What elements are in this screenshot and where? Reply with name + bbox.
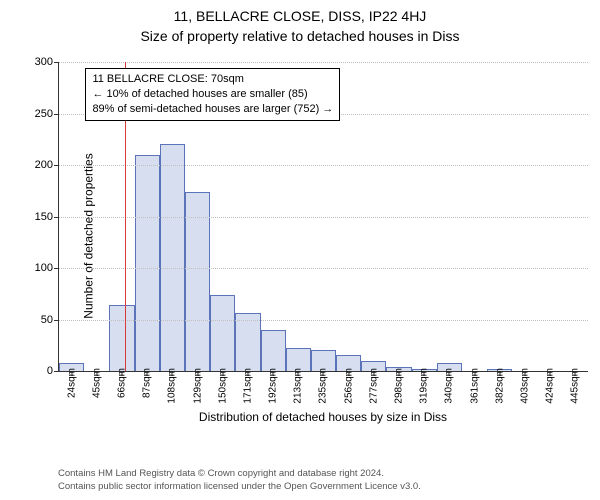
y-tick-mark <box>54 217 59 218</box>
y-tick-mark <box>54 320 59 321</box>
x-tick-label: 403sqm <box>519 368 530 404</box>
x-tick-label: 24sqm <box>66 368 77 398</box>
bar <box>185 192 210 371</box>
annotation-line1: 11 BELLACRE CLOSE: 70sqm <box>92 72 333 87</box>
bar <box>135 155 160 371</box>
gridline <box>59 217 588 218</box>
footer: Contains HM Land Registry data © Crown c… <box>58 468 588 494</box>
footer-line2: Contains public sector information licen… <box>58 481 588 494</box>
x-tick-label: 424sqm <box>545 368 556 404</box>
y-tick-mark <box>54 114 59 115</box>
x-tick-label: 129sqm <box>192 368 203 404</box>
chart-area: Number of detached properties 11 BELLACR… <box>0 46 600 426</box>
title-sub: Size of property relative to detached ho… <box>0 24 600 46</box>
y-tick-label: 50 <box>25 314 53 326</box>
footer-line1: Contains HM Land Registry data © Crown c… <box>58 468 588 481</box>
annotation-box: 11 BELLACRE CLOSE: 70sqm ← 10% of detach… <box>85 68 340 121</box>
gridline <box>59 165 588 166</box>
x-tick-label: 150sqm <box>217 368 228 404</box>
x-tick-label: 235sqm <box>318 368 329 404</box>
annotation-line2: ← 10% of detached houses are smaller (85… <box>92 87 333 102</box>
y-tick-label: 250 <box>25 108 53 120</box>
x-tick-label: 45sqm <box>91 368 102 398</box>
y-tick-label: 200 <box>25 159 53 171</box>
gridline <box>59 320 588 321</box>
x-tick-label: 66sqm <box>116 368 127 398</box>
y-tick-mark <box>54 268 59 269</box>
y-tick-mark <box>54 165 59 166</box>
x-tick-label: 382sqm <box>494 368 505 404</box>
title-main: 11, BELLACRE CLOSE, DISS, IP22 4HJ <box>0 0 600 24</box>
x-tick-label: 87sqm <box>142 368 153 398</box>
bar <box>160 144 185 371</box>
y-tick-label: 300 <box>25 56 53 68</box>
gridline <box>59 268 588 269</box>
bar <box>210 295 235 371</box>
bar <box>109 305 134 371</box>
x-tick-label: 445sqm <box>570 368 581 404</box>
x-axis-label: Distribution of detached houses by size … <box>58 406 588 424</box>
bar <box>235 313 260 371</box>
gridline <box>59 62 588 63</box>
x-tick-label: 256sqm <box>343 368 354 404</box>
x-tick-label: 361sqm <box>469 368 480 404</box>
bar <box>261 330 286 371</box>
y-tick-label: 0 <box>25 365 53 377</box>
plot-region: 11 BELLACRE CLOSE: 70sqm ← 10% of detach… <box>58 62 588 372</box>
annotation-line3: 89% of semi-detached houses are larger (… <box>92 102 333 117</box>
x-tick-label: 340sqm <box>444 368 455 404</box>
x-tick-label: 108sqm <box>167 368 178 404</box>
y-tick-mark <box>54 62 59 63</box>
y-tick-label: 150 <box>25 211 53 223</box>
x-tick-label: 213sqm <box>293 368 304 404</box>
x-tick-label: 298sqm <box>394 368 405 404</box>
x-tick-label: 319sqm <box>419 368 430 404</box>
y-tick-label: 100 <box>25 262 53 274</box>
y-tick-mark <box>54 371 59 372</box>
x-tick-label: 171sqm <box>242 368 253 404</box>
x-tick-label: 277sqm <box>368 368 379 404</box>
x-tick-label: 192sqm <box>268 368 279 404</box>
